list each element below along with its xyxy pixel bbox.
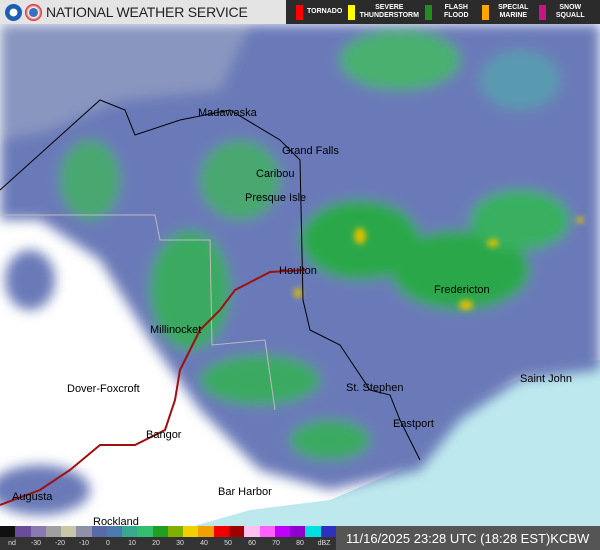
city-label: St. Stephen [346,382,404,394]
city-label: Bangor [146,429,182,441]
warning-legend-item: SEVERE THUNDERSTORM [348,4,419,20]
radar-echoes [0,24,600,515]
city-label: Caribou [256,168,295,180]
warning-legend-item: SNOW SQUALL [539,4,590,20]
scale-label: 20 [152,540,160,547]
scale-label: -10 [78,540,90,547]
scale-color [320,526,336,537]
scale-label: 10 [128,540,136,547]
scale-label: -30 [30,540,42,547]
timestamp: 11/16/2025 23:28 UTC (18:28 EST) [346,530,551,546]
scale-color [122,526,138,537]
scale-label: 60 [248,540,256,547]
city-label: Madawaska [198,107,257,119]
scale-color [305,526,321,537]
scale-color [106,526,123,537]
scale-color [244,526,260,537]
scale-label: nd [8,540,16,547]
warning-label: SNOW SQUALL [555,4,585,19]
scale-color [198,526,214,537]
scale-color [152,526,168,537]
warning-label: TORNADO [307,8,343,15]
ocean [180,360,600,550]
scale-label: 80 [296,540,304,547]
scale-color [76,526,92,537]
scale-color [290,526,306,537]
scale-label: 0 [106,540,110,547]
site-title: NATIONAL WEATHER SERVICE [46,4,248,20]
scale-label: -20 [54,540,66,547]
city-label: Dover-Foxcroft [67,383,140,395]
scale-label: 70 [272,540,280,547]
borders [0,99,421,461]
warning-label: SEVERE THUNDERSTORM [359,4,419,19]
scale-color [274,526,291,537]
warning-swatch [482,4,490,20]
footer: nd -30 -20 -10 0 10 20 30 40 50 60 70 80 dBZ 11/16/20… [0,526,600,550]
scale-color [228,526,245,537]
heavy-echoes [294,217,584,310]
timestamp-bar: 11/16/2025 23:28 UTC (18:28 EST) KCBW [336,526,600,550]
warning-swatch [425,4,433,20]
city-label: Bar Harbor [218,486,272,498]
warning-swatch [348,4,356,20]
warning-legend-item: FLASH FLOOD [425,4,476,20]
city-label: Rockland [93,516,139,528]
nws-logo-icon [25,3,42,21]
scale-label: 50 [224,540,232,547]
header: NATIONAL WEATHER SERVICE TORNADO SEVERE T… [0,0,600,24]
scale-color [61,526,77,537]
scale-color [213,526,229,537]
scale-color [183,526,199,537]
warning-legend-item: TORNADO [296,4,343,20]
scale-labels: nd -30 -20 -10 0 10 20 30 40 50 60 70 80 dBZ [0,537,336,550]
city-label: Augusta [12,491,53,503]
warning-label: FLASH FLOOD [444,4,469,19]
city-label: Saint John [520,373,572,385]
scale-color [0,526,16,537]
reflectivity-scale: nd -30 -20 -10 0 10 20 30 40 50 60 70 80 dBZ [0,526,336,550]
scale-label: 30 [176,540,184,547]
noaa-logo-icon [5,3,22,21]
warning-swatch [296,4,303,20]
station-id: KCBW [550,530,590,546]
scale-color [167,526,184,537]
city-label: Grand Falls [282,145,339,157]
scale-color [137,526,153,537]
color-bar [0,526,336,537]
scale-color [259,526,275,537]
city-label: Eastport [393,418,434,430]
nws-brand: NATIONAL WEATHER SERVICE [0,0,286,24]
warning-legend-item: SPECIAL MARINE [482,4,533,20]
scale-label: 40 [200,540,208,547]
warning-legend: TORNADO SEVERE THUNDERSTORM FLASH FLOOD SPE… [286,0,600,24]
warning-swatch [539,4,547,20]
scale-color [15,526,31,537]
city-label: Millinocket [150,324,202,336]
city-label: Houlton [279,265,317,277]
scale-color [30,526,46,537]
interstate-highway [0,269,306,506]
city-label: Presque Isle [245,192,307,204]
scale-color [45,526,62,537]
scale-label: dBZ [317,540,331,547]
warning-label: SPECIAL MARINE [498,4,529,19]
city-label: Fredericton [434,284,490,296]
scale-color [91,526,107,537]
